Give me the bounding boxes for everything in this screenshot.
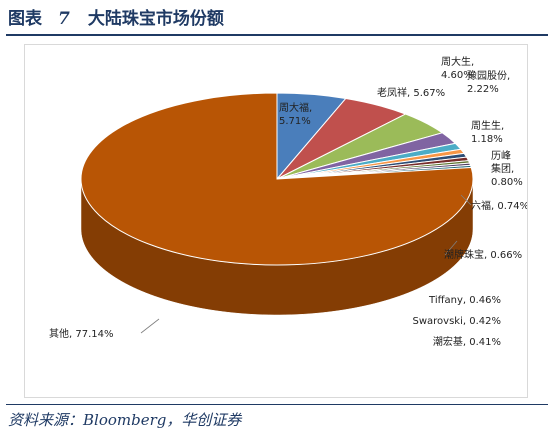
data-label-六福: 六福, 0.74% — [471, 199, 527, 212]
figure-title: 图表 7 大陆珠宝市场份额 — [8, 6, 224, 32]
title-rule — [6, 34, 548, 36]
data-label-潮宏基: 潮宏基, 0.41% — [433, 335, 501, 348]
source-rule — [6, 404, 548, 405]
data-label-历峰集团: 历峰集团, 0.80% — [491, 150, 523, 188]
figure-label: 图表 — [8, 9, 42, 29]
pie-labels: 周大福, 5.71% 老凤祥, 5.67% 周大生, 4.60%豫园股份, 2.22% 周生… — [49, 55, 527, 348]
figure-name: 大陆珠宝市场份额 — [87, 9, 224, 29]
leader-line-六福 — [460, 194, 472, 206]
source-note: 资料来源：Bloomberg，华创证券 — [8, 411, 242, 429]
data-label-周大福: 周大福, 5.71% — [279, 101, 312, 127]
chart-area: 周大福, 5.71% 老凤祥, 5.67% 周大生, 4.60% 豫园股份, 2.22% 周生… — [24, 44, 528, 398]
data-label-周大生: 周大生, 4.60% — [441, 55, 474, 81]
data-label-周生生: 周生生, 1.18% — [471, 119, 504, 145]
figure-number: 7 — [58, 9, 70, 29]
leader-line-潮牌珠宝 — [444, 240, 458, 256]
data-label-潮牌珠宝: 潮牌珠宝, 0.66% — [444, 248, 522, 261]
leader-line-其他 — [140, 318, 160, 334]
data-label-豫园股份: 豫园股份, 2.22% — [467, 69, 510, 95]
data-label-其他: 其他, 77.14% — [49, 327, 114, 340]
pie-slice-其他 — [80, 92, 474, 266]
data-label-tiffany: Tiffany, 0.46% — [428, 295, 501, 306]
pie-slices — [80, 92, 474, 266]
data-label-老凤祥: 老凤祥, 5.67% — [377, 86, 445, 99]
pie-chart: 周大福, 5.71% 老凤祥, 5.67% 周大生, 4.60%豫园股份, 2.22% 周生… — [49, 55, 527, 348]
data-label-swarovski: Swarovski, 0.42% — [413, 316, 502, 327]
